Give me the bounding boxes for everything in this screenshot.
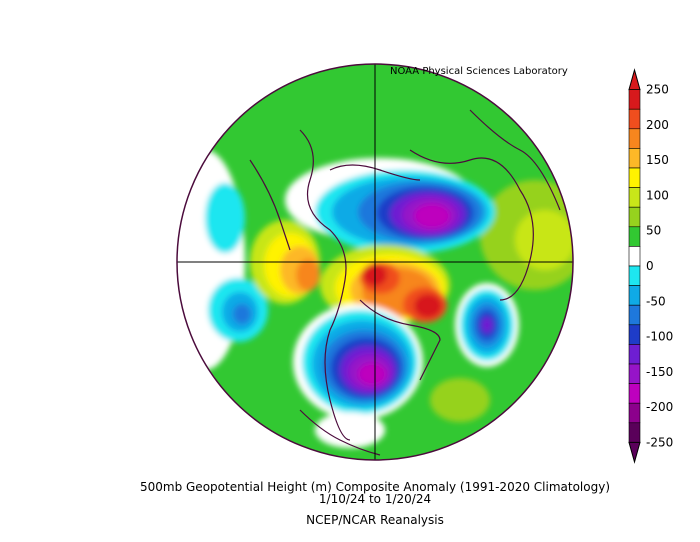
colorbar-label: -100 [646,330,673,344]
colorbar-swatch [628,128,641,149]
colorbar-label: 150 [646,153,669,167]
colorbar-label: -250 [646,435,673,449]
colorbar-label: 250 [646,83,669,97]
colorbar-swatch [628,363,641,384]
colorbar-label: 200 [646,118,669,132]
coastlines [249,109,561,456]
colorbar-swatch [628,402,641,424]
trough-north-atlantic [455,283,519,367]
colorbar-label: 100 [646,188,669,202]
colorbar-swatch [628,89,641,110]
colorbar-swatch [628,108,641,130]
caption-source: NCEP/NCAR Reanalysis [306,513,444,527]
credit-label: NOAA Physical Sciences Laboratory [390,66,568,77]
neutral-south [315,412,385,448]
colorbar-swatch [628,422,641,443]
colorbar-label: 0 [646,259,654,273]
colorbar-swatch [628,167,641,188]
map-border [176,63,574,461]
trough-north-america [293,304,423,420]
colorbar-top-arrow [628,68,641,91]
positive-atlantic [430,378,490,422]
colorbar-swatch [628,246,641,267]
colorbar-label: -50 [646,294,666,308]
colorbar-swatch [628,344,641,365]
colorbar-swatch [628,265,641,286]
positive-asia [480,180,573,290]
caption-title: 500mb Geopotential Height (m) Composite … [139,480,610,494]
colorbar-label: -150 [646,365,673,379]
colorbar-swatch [628,148,641,169]
colorbar-swatch [628,383,641,404]
colorbar-label: -200 [646,400,673,414]
colorbar-swatch [628,187,641,208]
colorbar-swatch [628,324,641,345]
caption-dates: 1/10/24 to 1/20/24 [318,492,432,506]
trough-scandinavia-barents [315,170,495,254]
colorbar-swatch [628,304,641,326]
colorbar-swatch [628,206,641,228]
colorbar-swatch [628,226,641,247]
colorbar: 250 200 150 100 50 0 -50 -100 -150 -200 -250 [628,68,673,464]
anomaly-map [176,63,574,461]
colorbar-bottom-arrow [628,441,641,464]
colorbar-label: 50 [646,224,661,238]
colorbar-swatch [628,285,641,306]
